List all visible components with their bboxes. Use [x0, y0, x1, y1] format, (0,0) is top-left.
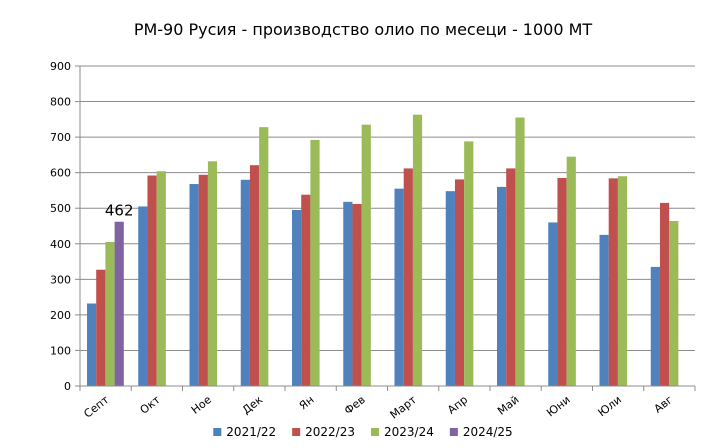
bar-2023/24-Юли	[617, 176, 628, 386]
bar-2023/24-Ное	[207, 161, 218, 386]
bar-2023/24-Апр	[464, 141, 474, 386]
x-tick-label: Авг	[652, 393, 676, 416]
bar-2022/23-Фев	[352, 203, 362, 386]
y-tick-label: 0	[64, 380, 71, 393]
bar-2022/23-Ное	[198, 174, 208, 386]
bar-2023/24-Март	[412, 114, 423, 386]
x-tick-label: Септ	[81, 393, 112, 421]
bar-2023/24-Фев	[361, 124, 371, 387]
bar-2022/23-Ян	[301, 194, 311, 386]
x-tick-label: Дек	[240, 393, 266, 417]
bars	[87, 114, 679, 387]
bar-2023/24-Ян	[310, 139, 320, 386]
chart-title: РМ-90 Русия - производство олио по месец…	[134, 20, 593, 39]
bar-2021/22-Фев	[343, 201, 353, 386]
bar-2023/24-Септ	[105, 242, 115, 386]
bar-2022/23-Март	[403, 168, 413, 386]
bar-2021/22-Окт	[138, 206, 148, 386]
legend: 2021/22 2022/23 2023/24 2024/25	[213, 425, 513, 439]
legend-label: 2024/25	[463, 425, 513, 439]
legend-swatch	[292, 428, 301, 436]
x-tick-label: Май	[495, 393, 521, 418]
bar-2021/22-Ян	[292, 210, 302, 386]
legend-swatch	[213, 428, 222, 436]
x-axis: Септ Окт Ное Дек Ян Фев Март Апр Май Юни Юли Авг	[79, 385, 696, 422]
bar-2022/23-Май	[506, 168, 516, 386]
bar-2021/22-Март	[394, 188, 404, 386]
bar-2023/24-Авг	[669, 221, 679, 386]
y-tick-label: 300	[50, 273, 71, 286]
legend-swatch	[371, 428, 379, 436]
bar-2021/22-Дек	[240, 179, 250, 386]
y-tick-label: 100	[50, 344, 71, 357]
bar-2021/22-Юни	[548, 222, 558, 386]
gridlines	[80, 65, 695, 387]
y-tick-label: 500	[50, 202, 71, 215]
bar-2021/22-Апр	[445, 191, 455, 386]
bar-2022/23-Юни	[557, 178, 567, 386]
y-axis: 0 100 200 300 400 500 600 700 800 900	[50, 60, 81, 393]
bar-2023/24-Дек	[259, 127, 269, 387]
legend-label: 2021/22	[226, 425, 276, 439]
legend-swatch	[449, 428, 458, 436]
legend-label: 2023/24	[384, 425, 434, 439]
bar-2022/23-Септ	[96, 269, 106, 386]
bar-2022/23-Дек	[249, 165, 260, 386]
annotations: 462	[105, 202, 134, 220]
x-tick-label: Окт	[138, 393, 164, 417]
bar-2021/22-Авг	[650, 266, 660, 386]
bar-2022/23-Окт	[147, 175, 157, 386]
y-tick-label: 400	[50, 238, 71, 251]
x-tick-label: Ян	[297, 393, 317, 412]
x-tick-label: Апр	[445, 393, 470, 417]
bar-2022/23-Апр	[454, 179, 465, 386]
bar-2022/23-Авг	[659, 202, 670, 386]
bar-2023/24-Юни	[566, 156, 576, 386]
y-tick-label: 700	[50, 131, 71, 144]
bar-2022/23-Юли	[608, 178, 618, 386]
y-tick-label: 600	[50, 167, 71, 180]
x-tick-label: Ное	[189, 393, 214, 417]
bar-2021/22-Май	[497, 186, 507, 386]
x-tick-label: Фев	[342, 393, 368, 417]
legend-label: 2022/23	[305, 425, 355, 439]
bar-2021/22-Ное	[189, 184, 199, 386]
y-tick-label: 900	[50, 60, 71, 73]
y-tick-label: 800	[50, 96, 71, 109]
bar-2024/25-Септ	[114, 221, 124, 386]
x-tick-label: Март	[388, 393, 420, 422]
bar-2023/24-Май	[515, 117, 525, 387]
bar-2021/22-Септ	[87, 303, 97, 386]
y-tick-label: 200	[50, 309, 71, 322]
x-tick-label: Юли	[595, 393, 624, 419]
data-label: 462	[105, 202, 134, 220]
x-tick-label: Юни	[544, 393, 573, 419]
bar-2023/24-Окт	[156, 171, 166, 386]
bar-2021/22-Юли	[599, 234, 609, 386]
